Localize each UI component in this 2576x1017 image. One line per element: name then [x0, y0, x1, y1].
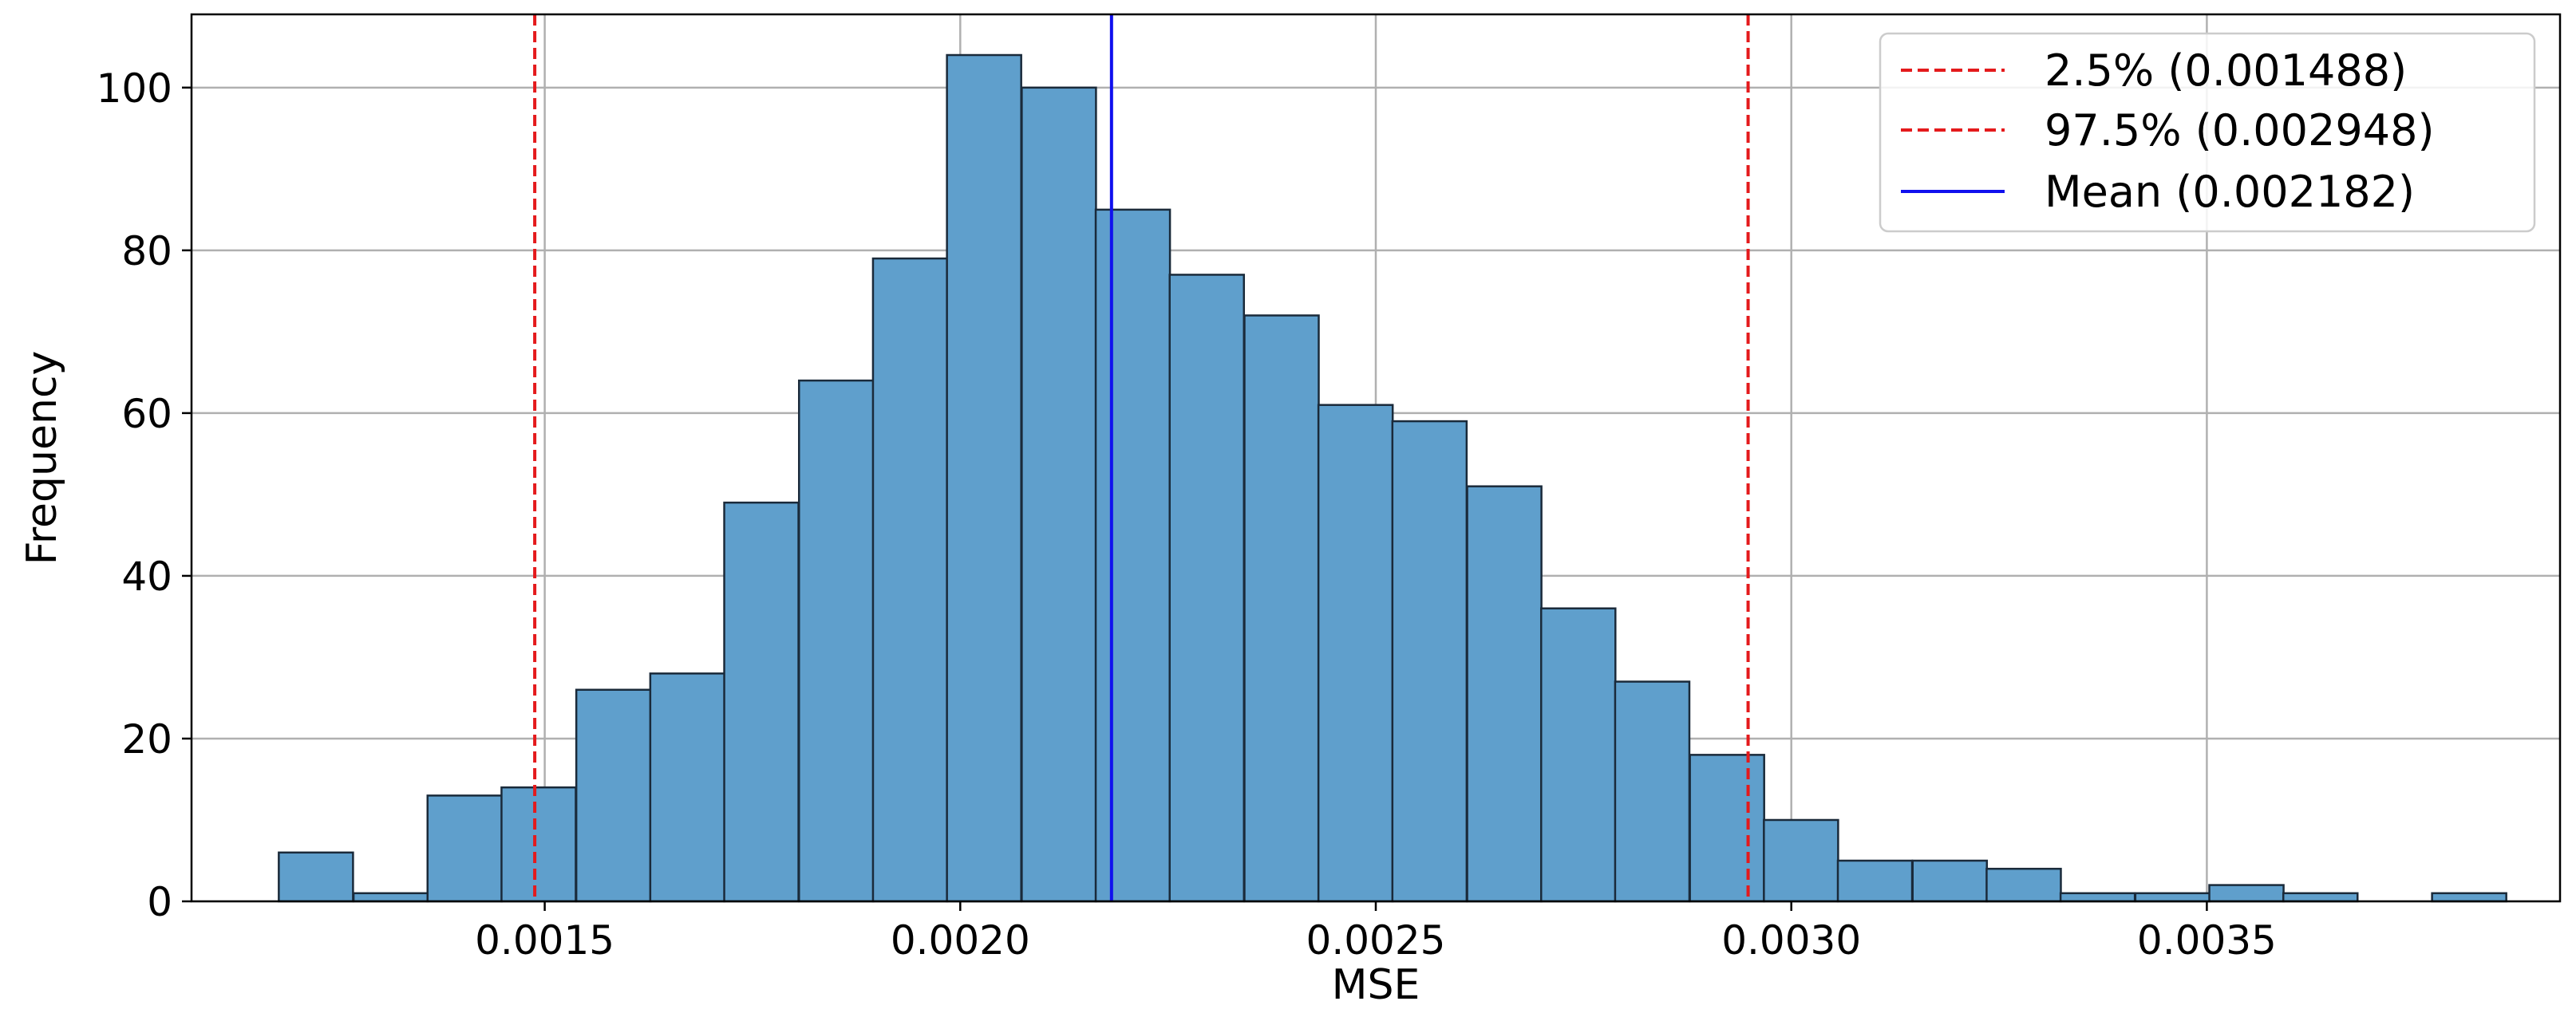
x-axis-ticks: 0.0015 0.0020 0.0025 0.0030 0.0035: [475, 901, 2277, 964]
histogram-bar: [1021, 86, 1097, 903]
x-tick-label: 0.0015: [475, 917, 614, 964]
y-tick-label: 20: [121, 716, 172, 763]
histogram-bar: [1243, 314, 1320, 903]
legend-box: [1879, 32, 2536, 233]
histogram-bar: [1614, 680, 1691, 903]
histogram-bar: [871, 257, 949, 903]
y-tick-label: 40: [121, 554, 172, 600]
histogram-bar: [1391, 420, 1468, 903]
histogram-bar: [575, 688, 652, 903]
legend: 2.5% (0.001488) 97.5% (0.002948) Mean (0.0…: [1879, 32, 2536, 233]
histogram-bar: [2282, 892, 2359, 903]
y-tick-label: 60: [121, 391, 172, 437]
histogram-bar: [352, 892, 429, 903]
histogram-bar: [946, 53, 1022, 903]
y-axis-label: Frequency: [18, 351, 66, 566]
legend-entry: 2.5% (0.001488): [2045, 45, 2407, 96]
legend-entry: Mean (0.002182): [2045, 167, 2415, 217]
histogram-bar: [1911, 859, 1989, 903]
histogram-bar: [649, 672, 726, 903]
histogram-bar: [2208, 884, 2285, 903]
x-axis-label: MSE: [1332, 961, 1420, 1009]
x-tick-label: 0.0035: [2137, 917, 2277, 964]
histogram-bar: [1168, 274, 1246, 903]
histogram-bar: [1763, 818, 1839, 903]
histogram-bar: [1539, 607, 1617, 903]
histogram-bar: [2431, 892, 2507, 903]
histogram-bar: [1836, 859, 1914, 903]
y-axis-ticks: 0 20 40 60 80 100: [97, 65, 192, 925]
histogram-bar: [1317, 404, 1394, 903]
histogram-bar: [1985, 867, 2062, 903]
y-tick-label: 80: [121, 228, 172, 274]
reference-lines: [533, 14, 1750, 901]
histogram-bar: [1466, 485, 1543, 903]
histogram-bar: [2134, 892, 2211, 903]
x-tick-label: 0.0020: [891, 917, 1030, 964]
histogram-bar: [1094, 208, 1171, 903]
histogram-bar: [2059, 892, 2136, 903]
histogram-bar: [500, 786, 577, 903]
histogram-bar: [798, 379, 875, 903]
x-tick-label: 0.0030: [1721, 917, 1861, 964]
bars: [278, 53, 2507, 903]
histogram-bar: [723, 501, 800, 903]
histogram-bar: [426, 794, 504, 903]
x-tick-label: 0.0025: [1306, 917, 1446, 964]
histogram-bar: [1689, 754, 1765, 903]
y-tick-label: 0: [147, 879, 172, 925]
histogram-bar: [278, 851, 354, 903]
legend-entry: 97.5% (0.002948): [2045, 105, 2435, 156]
y-tick-label: 100: [97, 65, 172, 112]
